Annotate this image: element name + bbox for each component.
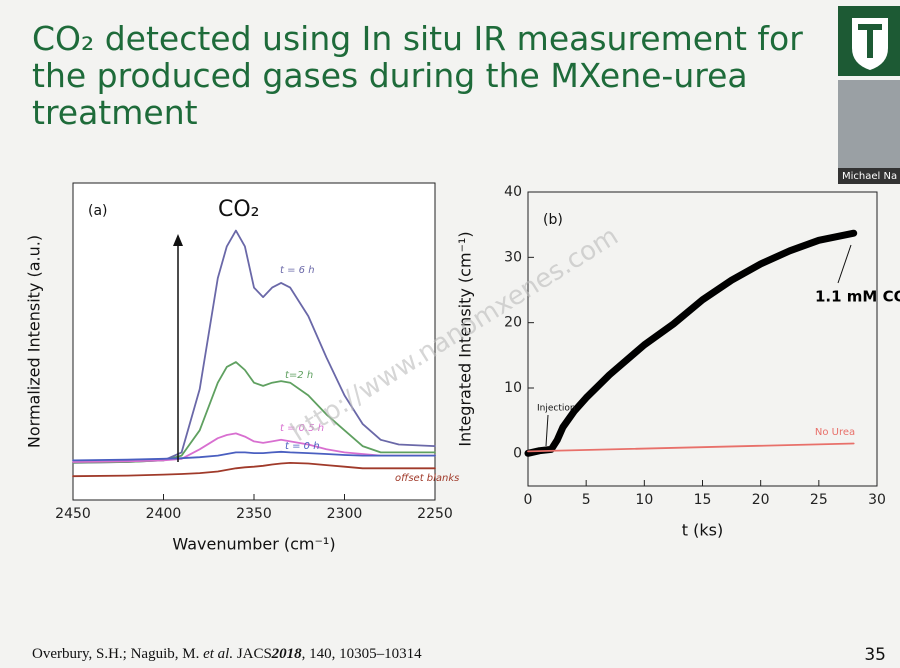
x-tick-label: 15	[694, 492, 712, 508]
series-line	[72, 361, 436, 464]
y-axis-label: Normalized Intensity (a.u.)	[25, 235, 44, 448]
annotation: Injection	[537, 404, 576, 414]
series-label: t = 0.5 h	[280, 423, 324, 434]
citation: Overbury, S.H.; Naguib, M. et al. JACS 2…	[32, 646, 422, 662]
annotation-arrow	[837, 244, 852, 284]
x-tick-label: 30	[868, 492, 886, 508]
video-tile: Michael Na	[838, 80, 900, 184]
x-axis-label: Wavenumber (cm⁻¹)	[172, 535, 335, 554]
x-tick-label: 20	[752, 492, 770, 508]
x-tick-label: 10	[635, 492, 653, 508]
panel-label: (b)	[543, 212, 563, 228]
series-label: offset blanks	[395, 473, 459, 484]
x-tick-label: 2400	[146, 506, 182, 522]
series-label: t = 0 h	[285, 441, 320, 452]
page-number: 35	[864, 645, 886, 665]
panel-label: (a)	[88, 203, 108, 219]
annotation-arrow	[545, 414, 549, 447]
x-tick-label: 2300	[327, 506, 363, 522]
citation-year: 2018	[271, 646, 303, 662]
x-tick-label: 25	[810, 492, 828, 508]
series-line	[72, 432, 436, 463]
annotation: CO₂	[218, 197, 260, 222]
series-label: No Urea	[815, 427, 855, 438]
logo	[838, 6, 900, 76]
citation-authors: Overbury, S.H.; Naguib, M.	[32, 646, 199, 662]
x-tick-label: 2250	[417, 506, 453, 522]
y-tick-label: 40	[504, 184, 522, 200]
x-axis-label: t (ks)	[682, 521, 723, 540]
series-line	[72, 462, 436, 478]
citation-journal: JACS	[237, 646, 272, 662]
y-tick-label: 30	[504, 249, 522, 265]
y-tick-label: 0	[513, 445, 522, 461]
x-tick-label: 0	[524, 492, 533, 508]
x-tick-label: 2450	[55, 506, 91, 522]
series-label: 1.1 mM CO₂	[815, 288, 900, 306]
series-label: t = 6 h	[280, 265, 315, 276]
plot-frame	[72, 182, 436, 501]
series-line	[72, 450, 436, 462]
citation-etal: et al.	[203, 646, 233, 662]
series-line	[527, 442, 855, 453]
citation-rest: , 140, 10305–10314	[302, 646, 423, 662]
y-tick-label: 20	[504, 315, 522, 331]
y-tick-label: 10	[504, 380, 522, 396]
participant-name: Michael Na	[842, 171, 897, 182]
series-label: t=2 h	[285, 370, 313, 381]
y-axis-label: Integrated Intensity (cm⁻¹)	[456, 231, 475, 446]
series-line	[72, 229, 436, 464]
x-tick-label: 2350	[236, 506, 272, 522]
slide-title: CO₂ detected using In situ IR measuremen…	[32, 19, 803, 132]
x-tick-label: 5	[582, 492, 591, 508]
series-line	[524, 229, 858, 457]
arrowhead	[173, 234, 183, 246]
